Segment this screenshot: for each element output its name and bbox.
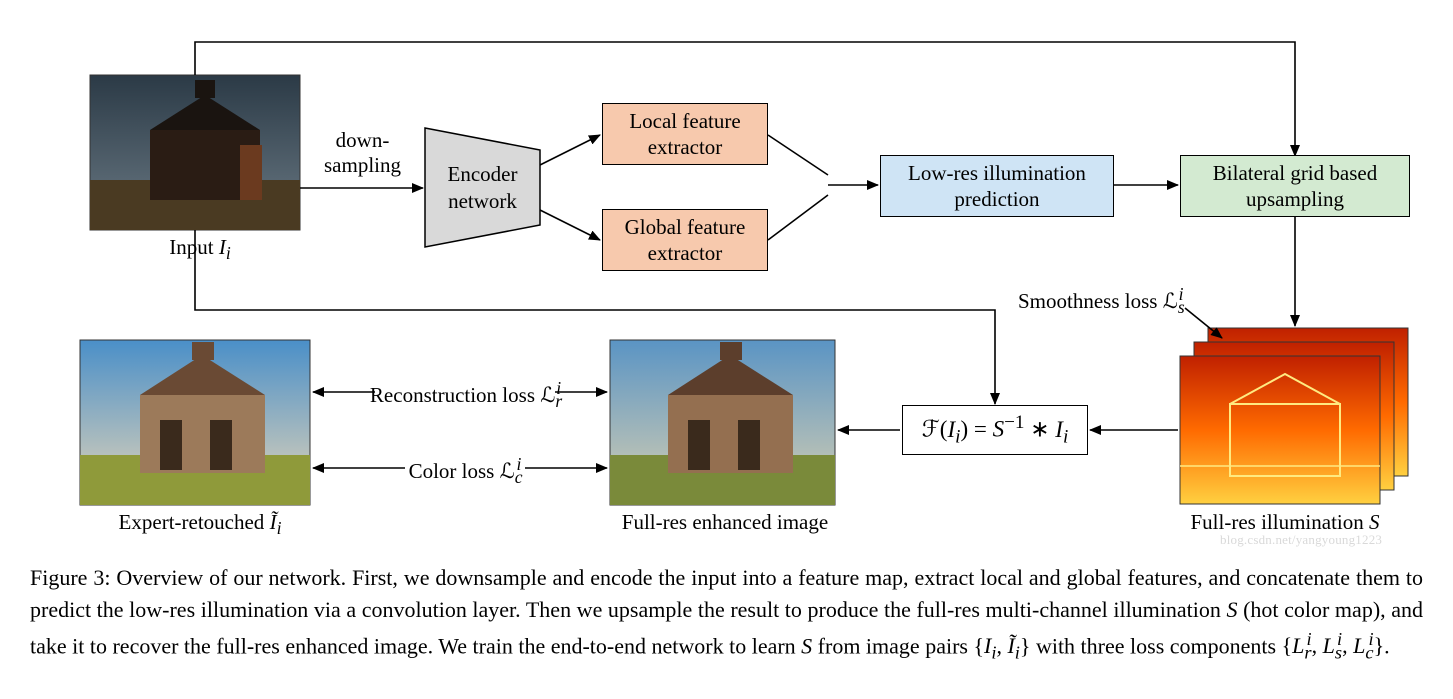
reconstruction-loss-label: Reconstruction loss ℒri bbox=[348, 378, 583, 412]
input-image bbox=[90, 75, 300, 230]
watermark-text: blog.csdn.net/yangyoung1223 bbox=[1220, 532, 1382, 548]
enhanced-caption: Full-res enhanced image bbox=[605, 510, 845, 535]
formula-block: ℱ(Ii) = S−1 ∗ Ii bbox=[902, 405, 1088, 455]
encoder-block: Encoder network bbox=[425, 150, 540, 225]
input-caption: Input Ii bbox=[120, 235, 280, 264]
global-feature-block: Global feature extractor bbox=[602, 209, 768, 271]
illumination-stack bbox=[1180, 328, 1408, 504]
diagram-canvas: Encoder network Local feature extractor … bbox=[30, 20, 1423, 550]
figure-caption: Figure 3: Overview of our network. First… bbox=[30, 562, 1423, 666]
local-feature-block: Local feature extractor bbox=[602, 103, 768, 165]
lowres-block: Low-res illumination prediction bbox=[880, 155, 1114, 217]
expert-caption: Expert-retouched Ĩi bbox=[85, 510, 315, 539]
expert-image bbox=[80, 340, 310, 505]
smoothness-loss-label: Smoothness loss ℒsi bbox=[1018, 284, 1228, 318]
enhanced-image bbox=[610, 340, 835, 505]
downsampling-label: down- sampling bbox=[315, 128, 410, 178]
color-loss-label: Color loss ℒci bbox=[390, 454, 540, 488]
upsample-block: Bilateral grid based upsampling bbox=[1180, 155, 1410, 217]
